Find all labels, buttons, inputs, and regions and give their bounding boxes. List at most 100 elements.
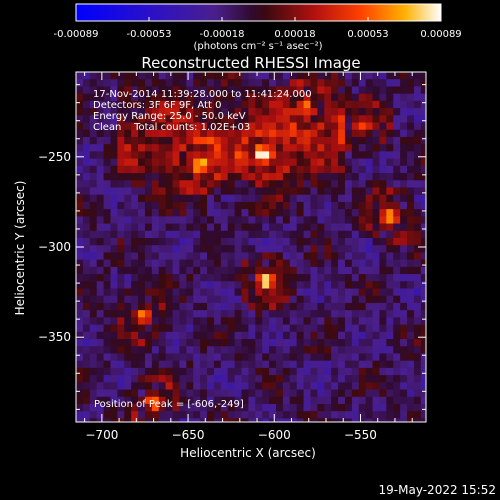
heatmap-cell	[213, 86, 222, 95]
heatmap-cell	[179, 136, 187, 145]
heatmap-cell	[420, 180, 426, 188]
heatmap-cell	[358, 295, 367, 304]
heatmap-cell	[344, 187, 353, 196]
heatmap-cell	[248, 396, 256, 405]
heatmap-cell	[296, 72, 305, 80]
heatmap-cell	[289, 115, 298, 124]
heatmap-cell	[372, 274, 380, 282]
heatmap-cell	[220, 418, 229, 422]
heatmap-cell	[386, 403, 394, 412]
heatmap-cell	[296, 360, 305, 369]
heatmap-cell	[351, 382, 360, 391]
heatmap-cell	[76, 288, 84, 297]
heatmap-cell	[262, 266, 270, 275]
heatmap-cell	[400, 115, 408, 124]
heatmap-cell	[262, 375, 270, 383]
heatmap-cell	[131, 403, 139, 412]
heatmap-cell	[386, 281, 394, 289]
heatmap-cell	[379, 302, 387, 311]
heatmap-cell	[289, 108, 298, 116]
heatmap-cell	[158, 281, 167, 289]
heatmap-cell	[400, 367, 408, 376]
colorbar	[75, 3, 442, 22]
heatmap-cell	[324, 173, 332, 181]
heatmap-cell	[131, 288, 139, 297]
heatmap-cell	[193, 418, 201, 422]
heatmap-cell	[89, 209, 98, 217]
heatmap-cell	[110, 310, 118, 318]
heatmap-cell	[151, 382, 160, 391]
heatmap-cell	[193, 158, 201, 167]
heatmap-cell	[82, 302, 91, 311]
heatmap-cell	[165, 237, 174, 246]
heatmap-cell	[76, 346, 84, 354]
heatmap-cell	[213, 274, 222, 282]
heatmap-cell	[255, 129, 263, 138]
heatmap-cell	[303, 209, 311, 217]
heatmap-cell	[241, 418, 249, 422]
heatmap-cell	[207, 237, 215, 246]
heatmap-cell	[227, 418, 236, 422]
heatmap-cell	[379, 187, 387, 196]
heatmap-cell	[400, 266, 408, 275]
heatmap-cell	[296, 389, 305, 398]
heatmap-cell	[296, 295, 305, 304]
heatmap-cell	[351, 86, 360, 95]
heatmap-cell	[344, 144, 353, 152]
heatmap-cell	[379, 86, 387, 95]
heatmap-cell	[282, 86, 291, 95]
heatmap-cell	[110, 158, 118, 167]
heatmap-cell	[289, 411, 298, 419]
heatmap-cell	[220, 129, 229, 138]
heatmap-cell	[276, 86, 284, 95]
heatmap-cell	[158, 252, 167, 261]
heatmap-cell	[82, 375, 91, 383]
heatmap-cell	[158, 79, 167, 87]
heatmap-cell	[276, 122, 284, 131]
heatmap-cell	[89, 72, 98, 80]
heatmap-cell	[186, 389, 194, 398]
heatmap-cell	[207, 245, 215, 253]
heatmap-cell	[227, 79, 236, 87]
heatmap-cell	[407, 79, 415, 87]
heatmap-cell	[165, 274, 174, 282]
heatmap-cell	[220, 187, 229, 196]
heatmap-cell	[351, 396, 360, 405]
heatmap-cell	[262, 396, 270, 405]
heatmap-cell	[296, 216, 305, 225]
heatmap-cell	[262, 165, 270, 174]
heatmap-cell	[310, 274, 318, 282]
heatmap-cell	[89, 266, 98, 275]
heatmap-cell	[76, 418, 84, 422]
heatmap-cell	[365, 216, 374, 225]
heatmap-cell	[310, 144, 318, 152]
heatmap-cell	[131, 151, 139, 160]
heatmap-cell	[179, 281, 187, 289]
heatmap-cell	[151, 266, 160, 275]
heatmap-cell	[124, 245, 132, 253]
heatmap-cell	[407, 245, 415, 253]
heatmap-cell	[344, 396, 353, 405]
heatmap-cell	[276, 144, 284, 152]
heatmap-cell	[262, 324, 270, 333]
heatmap-cell	[144, 93, 153, 102]
heatmap-cell	[103, 418, 111, 422]
heatmap-cell	[407, 266, 415, 275]
heatmap-cell	[344, 360, 353, 369]
heatmap-cell	[144, 144, 153, 152]
heatmap-cell	[220, 252, 229, 261]
heatmap-cell	[227, 389, 236, 398]
heatmap-cell	[151, 72, 160, 80]
heatmap-cell	[131, 108, 139, 116]
heatmap-cell	[124, 324, 132, 333]
heatmap-cell	[165, 418, 174, 422]
heatmap-cell	[262, 158, 270, 167]
heatmap-cell	[296, 281, 305, 289]
heatmap-cell	[207, 288, 215, 297]
heatmap-cell	[262, 79, 270, 87]
heatmap-cell	[282, 346, 291, 354]
heatmap-cell	[151, 237, 160, 246]
heatmap-cell	[138, 180, 146, 188]
heatmap-cell	[82, 187, 91, 196]
heatmap-cell	[131, 281, 139, 289]
